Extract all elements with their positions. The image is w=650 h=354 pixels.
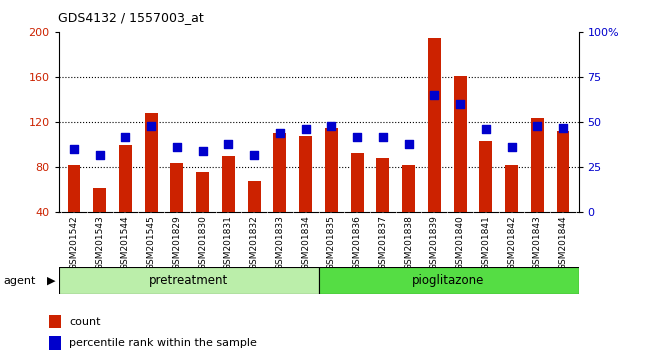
- Text: GSM201841: GSM201841: [482, 215, 490, 270]
- Bar: [49, 315, 61, 329]
- Bar: [119, 145, 132, 258]
- Point: [249, 152, 259, 158]
- Bar: [376, 158, 389, 258]
- Point: [404, 141, 414, 147]
- Bar: [556, 131, 569, 258]
- Point: [300, 126, 311, 132]
- Point: [172, 144, 182, 150]
- Bar: [402, 165, 415, 258]
- Text: GSM201831: GSM201831: [224, 215, 233, 270]
- Text: pioglitazone: pioglitazone: [412, 274, 485, 287]
- Text: agent: agent: [3, 275, 36, 286]
- Bar: [531, 118, 544, 258]
- Bar: [222, 156, 235, 258]
- Point: [455, 101, 465, 107]
- Bar: [505, 165, 518, 258]
- Text: count: count: [69, 317, 100, 327]
- Point: [558, 125, 568, 130]
- Text: ▶: ▶: [47, 275, 55, 286]
- Point: [429, 92, 439, 98]
- Bar: [49, 336, 61, 349]
- Text: GSM201839: GSM201839: [430, 215, 439, 270]
- Text: GDS4132 / 1557003_at: GDS4132 / 1557003_at: [58, 11, 204, 24]
- Point: [275, 130, 285, 136]
- Bar: [351, 153, 363, 258]
- Point: [378, 134, 388, 139]
- Bar: [318, 267, 578, 294]
- Text: pretreatment: pretreatment: [149, 274, 228, 287]
- Bar: [428, 38, 441, 258]
- Text: GSM201843: GSM201843: [533, 215, 542, 270]
- Text: GSM201838: GSM201838: [404, 215, 413, 270]
- Bar: [274, 133, 286, 258]
- Text: GSM201835: GSM201835: [327, 215, 336, 270]
- Text: GSM201832: GSM201832: [250, 215, 259, 270]
- Text: GSM201830: GSM201830: [198, 215, 207, 270]
- Point: [532, 123, 543, 129]
- Text: GSM201543: GSM201543: [95, 215, 104, 270]
- Bar: [325, 128, 338, 258]
- Text: GSM201544: GSM201544: [121, 215, 130, 270]
- Text: GSM201842: GSM201842: [507, 215, 516, 270]
- Bar: [68, 165, 81, 258]
- Text: GSM201829: GSM201829: [172, 215, 181, 270]
- Point: [480, 126, 491, 132]
- Point: [94, 152, 105, 158]
- Bar: [145, 113, 157, 258]
- Text: GSM201837: GSM201837: [378, 215, 387, 270]
- Text: GSM201840: GSM201840: [456, 215, 465, 270]
- Point: [326, 123, 337, 129]
- Bar: [93, 188, 106, 258]
- Point: [506, 144, 517, 150]
- Point: [69, 147, 79, 152]
- Bar: [196, 172, 209, 258]
- Bar: [58, 267, 318, 294]
- Bar: [170, 163, 183, 258]
- Bar: [480, 141, 492, 258]
- Text: GSM201844: GSM201844: [558, 215, 567, 270]
- Point: [120, 134, 131, 139]
- Point: [146, 123, 157, 129]
- Point: [198, 148, 208, 154]
- Text: GSM201834: GSM201834: [301, 215, 310, 270]
- Point: [223, 141, 233, 147]
- Bar: [299, 136, 312, 258]
- Text: GSM201836: GSM201836: [352, 215, 361, 270]
- Bar: [248, 181, 261, 258]
- Text: percentile rank within the sample: percentile rank within the sample: [69, 338, 257, 348]
- Text: GSM201545: GSM201545: [147, 215, 155, 270]
- Text: GSM201542: GSM201542: [70, 215, 79, 270]
- Point: [352, 134, 362, 139]
- Text: GSM201833: GSM201833: [276, 215, 285, 270]
- Bar: [454, 76, 467, 258]
